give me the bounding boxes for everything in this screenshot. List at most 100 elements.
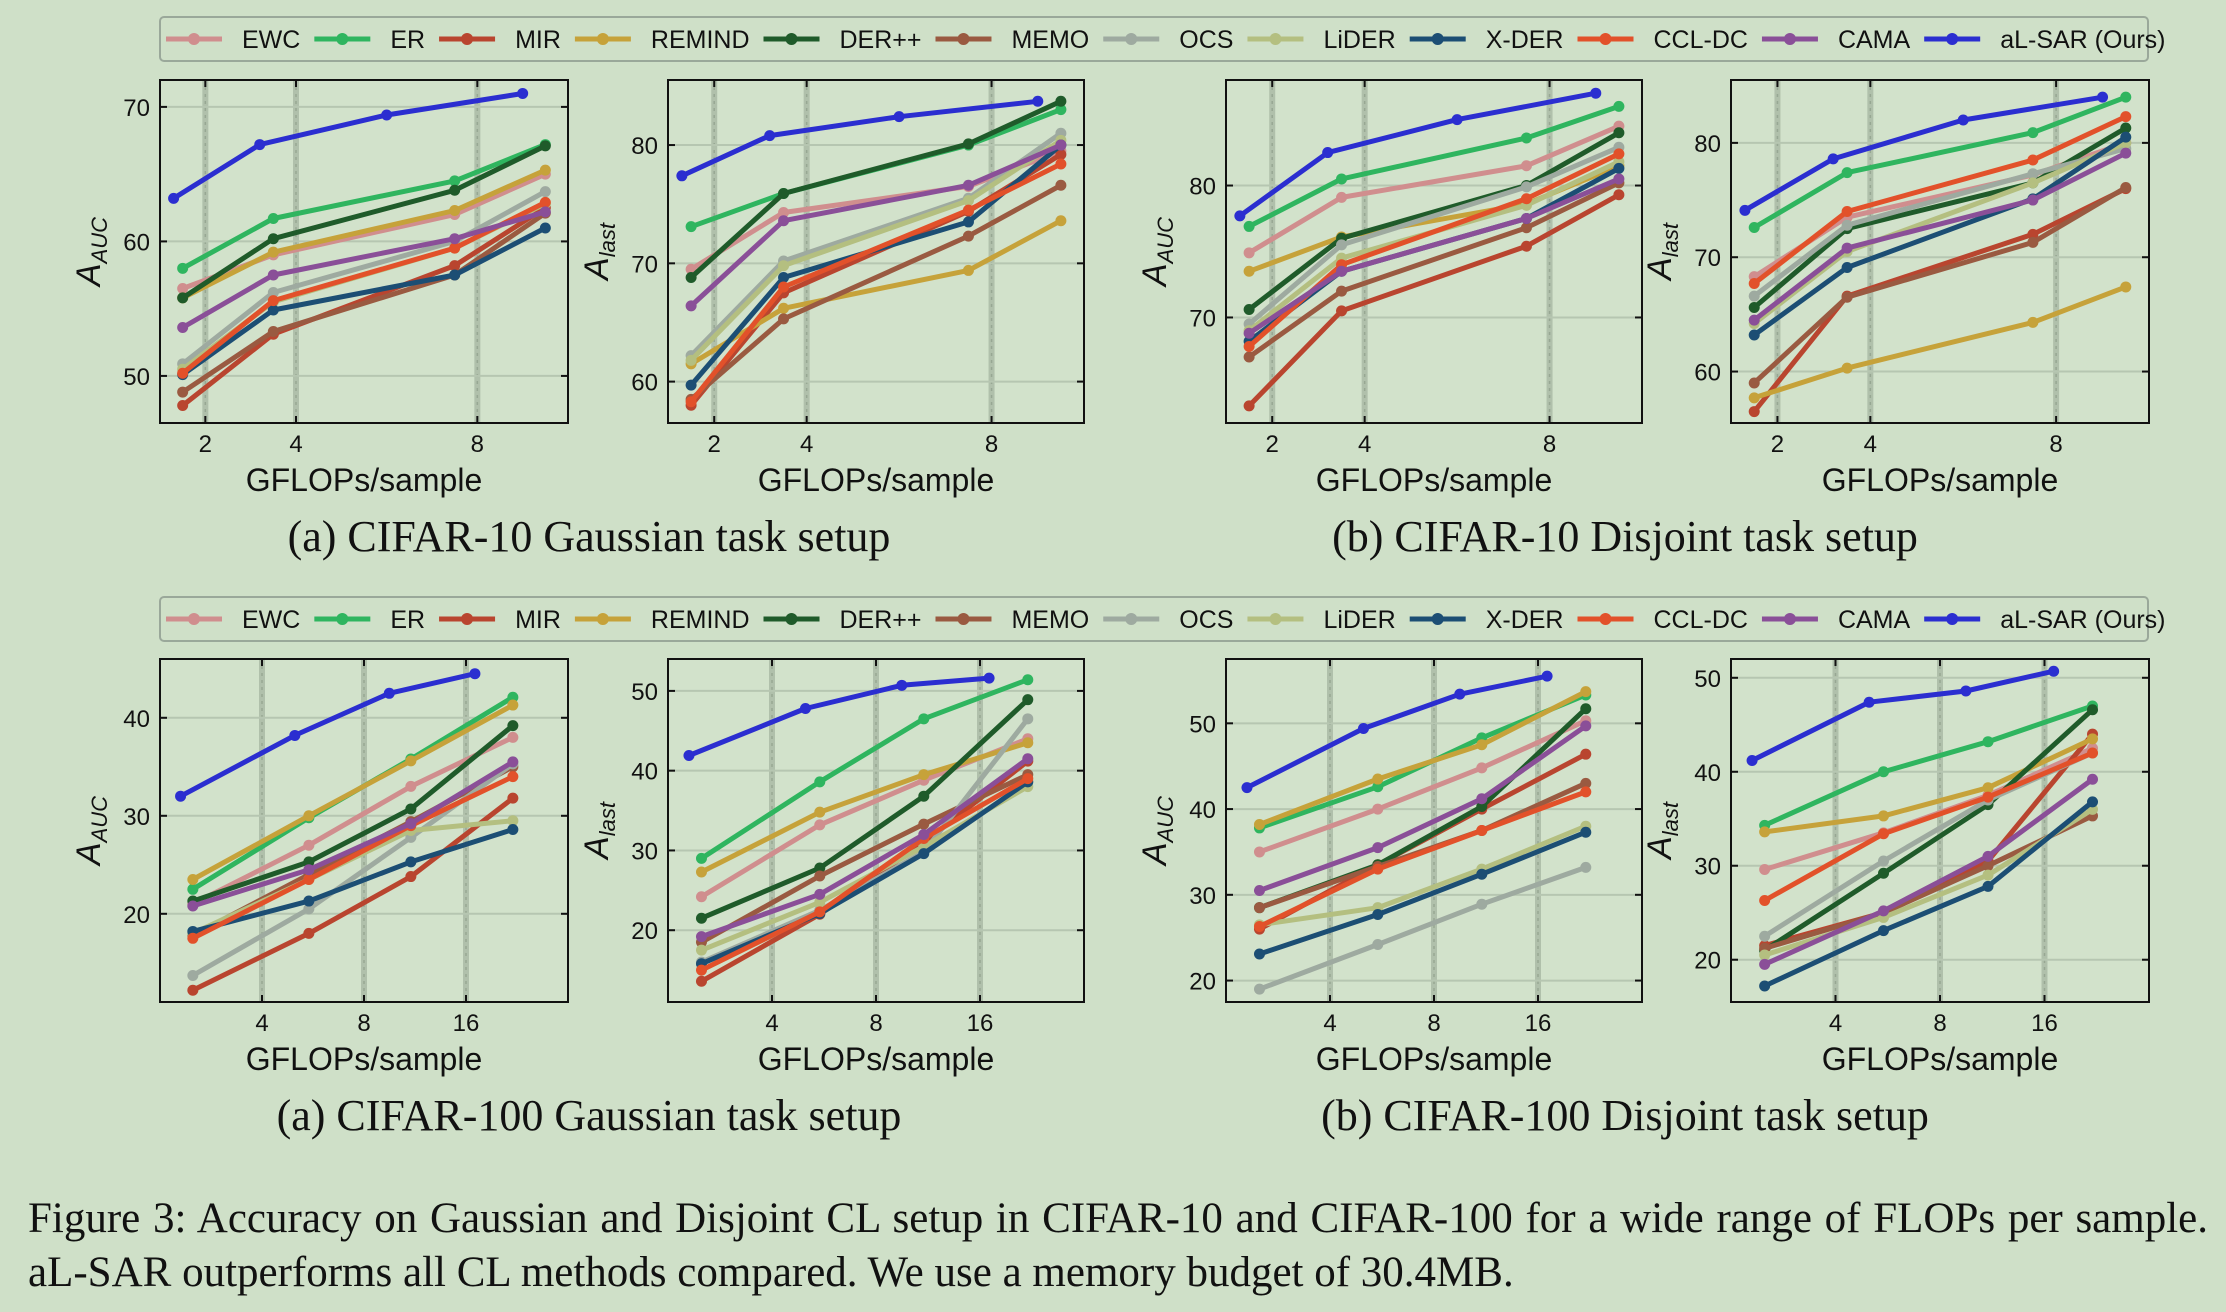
series-group xyxy=(1746,665,2099,992)
y-axis-label-sub: AUC xyxy=(1153,217,1178,266)
data-point xyxy=(2120,281,2132,293)
series-line xyxy=(1742,94,2106,213)
legend-marker xyxy=(957,613,970,625)
y-axis-label-main: A xyxy=(578,257,616,282)
data-point xyxy=(1746,754,1758,766)
data-point xyxy=(1055,215,1067,227)
data-point xyxy=(2087,733,2099,745)
y-axis-label-sub: AUC xyxy=(87,796,112,845)
data-point xyxy=(1357,722,1369,734)
data-point xyxy=(685,272,697,284)
data-point xyxy=(1476,825,1488,836)
plot-frame xyxy=(1730,79,2150,424)
data-point xyxy=(2027,194,2039,206)
data-point xyxy=(1878,810,1890,822)
data-point xyxy=(177,292,189,304)
data-point xyxy=(449,184,461,196)
data-point xyxy=(1613,148,1625,160)
data-point xyxy=(1748,302,1760,314)
y-tick-label: 40 xyxy=(123,706,150,733)
legend-marker xyxy=(1946,33,1959,45)
data-point xyxy=(1580,786,1592,798)
data-point xyxy=(539,222,551,234)
data-point xyxy=(814,870,826,882)
legend-label: REMIND xyxy=(651,606,750,634)
data-point xyxy=(2120,91,2132,103)
y-tick-label: 30 xyxy=(123,804,150,831)
data-point xyxy=(2087,773,2099,785)
legend-marker xyxy=(188,33,200,45)
series-line xyxy=(1237,90,1599,219)
y-tick-label: 30 xyxy=(1189,883,1216,910)
y-axis-label-sub: AUC xyxy=(1153,796,1178,845)
series-al-sar-ours xyxy=(175,668,481,802)
data-point xyxy=(267,269,279,281)
legend-marker xyxy=(596,33,609,45)
series-line xyxy=(180,210,548,395)
data-point xyxy=(267,246,279,258)
data-point xyxy=(187,984,199,996)
data-point xyxy=(539,196,551,208)
data-point xyxy=(814,806,826,818)
legend-label: CAMA xyxy=(1838,606,1911,634)
data-point xyxy=(1520,132,1532,144)
series-line xyxy=(1751,150,2129,323)
data-point xyxy=(1055,95,1067,107)
series-line xyxy=(190,759,516,909)
series-line xyxy=(1762,703,2095,828)
series-line xyxy=(190,723,516,904)
data-point xyxy=(469,668,481,680)
data-point xyxy=(1878,766,1890,778)
chart-c10_disj_last: 2 4 8 60 70 80 GFLOPs/sample Alast xyxy=(1641,79,2150,498)
legend-label: aL-SAR (Ours) xyxy=(2000,26,2165,54)
series-al-sar-ours xyxy=(1241,670,1553,794)
series-line xyxy=(699,756,1031,940)
x-tick-label: 8 xyxy=(471,431,484,458)
data-point xyxy=(1878,855,1890,867)
data-point xyxy=(918,828,930,840)
data-point xyxy=(685,354,697,366)
series-line xyxy=(1257,689,1589,827)
data-point xyxy=(778,302,790,314)
series-line xyxy=(688,142,1064,309)
series-ccl-dc xyxy=(1253,786,1592,933)
data-point xyxy=(1022,753,1034,765)
data-point xyxy=(1243,351,1255,363)
plot-area xyxy=(160,80,568,423)
series-line xyxy=(180,143,548,301)
legend-marker xyxy=(1125,613,1138,625)
legend-marker xyxy=(461,613,474,625)
data-point xyxy=(778,206,790,218)
data-point xyxy=(685,396,697,408)
data-point xyxy=(1253,948,1265,960)
data-point xyxy=(507,815,519,827)
y-tick-label: 60 xyxy=(1694,360,1721,387)
legend-label: DER++ xyxy=(840,606,922,634)
data-point xyxy=(1055,158,1067,170)
series-al-sar-ours xyxy=(683,672,995,762)
legend-label: MIR xyxy=(515,26,561,54)
data-point xyxy=(1336,305,1348,317)
series-line xyxy=(1257,718,1589,855)
series-der xyxy=(685,95,1067,284)
series-ccl-dc xyxy=(1759,747,2099,907)
series-line xyxy=(1257,789,1589,929)
data-point xyxy=(1759,980,1771,992)
data-point xyxy=(405,818,417,830)
data-point xyxy=(1451,114,1463,126)
data-point xyxy=(383,687,395,699)
data-point xyxy=(2120,147,2132,159)
legend-marker xyxy=(957,33,970,45)
data-point xyxy=(449,269,461,281)
data-point xyxy=(507,720,519,732)
x-tick-label: 2 xyxy=(1266,431,1279,458)
data-point xyxy=(507,824,519,836)
x-tick-label: 8 xyxy=(1427,1010,1440,1037)
series-x-der xyxy=(187,824,519,937)
x-tick-label: 16 xyxy=(2031,1010,2058,1037)
legend-label: OCS xyxy=(1179,606,1233,634)
data-point xyxy=(1613,173,1625,185)
data-point xyxy=(405,755,417,767)
legend-label: MEMO xyxy=(1011,606,1089,634)
legend-marker xyxy=(1783,613,1796,625)
